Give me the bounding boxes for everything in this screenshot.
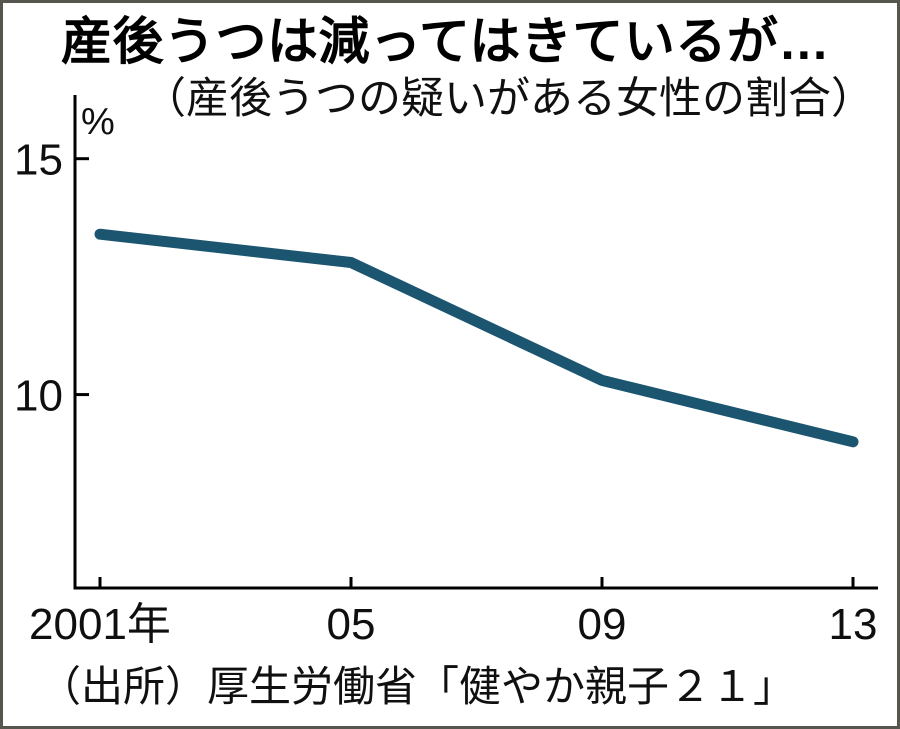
data-line-series [94, 228, 859, 448]
line-chart: 15 10% 2001年 05 09 13 [14, 95, 878, 649]
x-tick-label: 13 [829, 600, 878, 649]
x-tick-label: 05 [327, 600, 376, 649]
y-tick-label: 10 [14, 372, 63, 421]
y-axis-unit-label: % [81, 101, 115, 143]
chart-title: 産後うつは減ってはきているが… [61, 13, 830, 70]
source-note: （出所）厚生労働省「健やか親子２１」 [39, 663, 796, 710]
chart-subtitle: （産後うつの疑いがある女性の割合） [143, 75, 874, 123]
x-tick-label: 09 [578, 600, 627, 649]
y-tick-label: 15 [14, 136, 63, 185]
x-tick-label: 2001年 [29, 600, 171, 649]
